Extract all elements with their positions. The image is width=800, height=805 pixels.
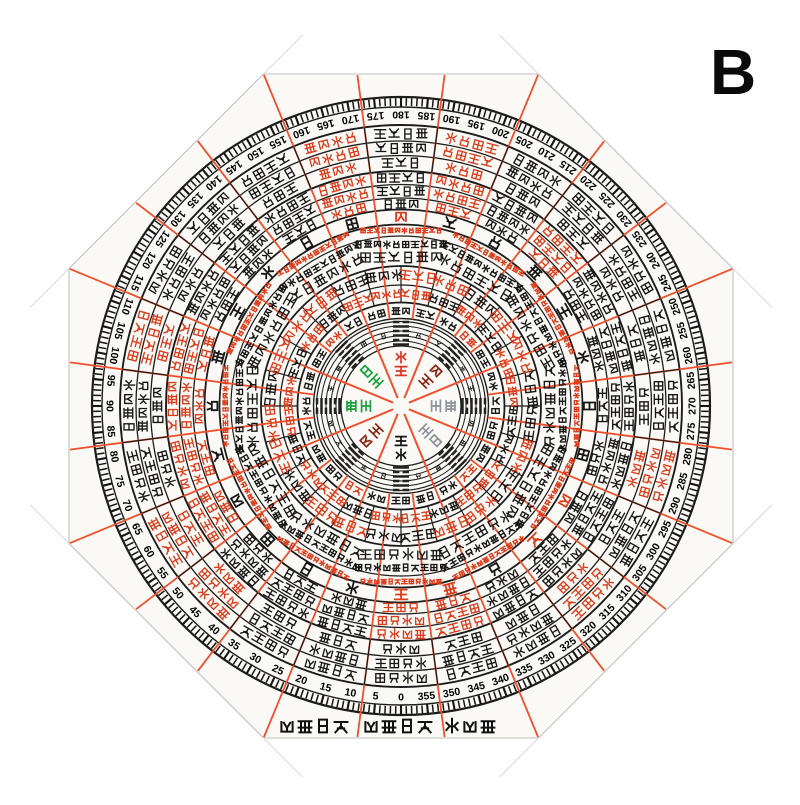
- svg-text:0: 0: [398, 692, 404, 704]
- svg-text:185: 185: [417, 109, 436, 122]
- svg-text:265: 265: [685, 371, 698, 390]
- svg-text:275: 275: [685, 422, 698, 441]
- svg-text:80: 80: [107, 450, 121, 464]
- svg-text:95: 95: [104, 374, 117, 387]
- svg-text:10: 10: [344, 686, 358, 700]
- svg-text:355: 355: [417, 690, 436, 703]
- svg-text:270: 270: [687, 397, 699, 415]
- svg-text:5: 5: [372, 690, 379, 702]
- svg-text:85: 85: [104, 425, 117, 438]
- svg-text:B: B: [710, 36, 756, 108]
- svg-text:90: 90: [104, 400, 116, 412]
- svg-text:175: 175: [366, 109, 385, 122]
- svg-text:180: 180: [392, 109, 410, 121]
